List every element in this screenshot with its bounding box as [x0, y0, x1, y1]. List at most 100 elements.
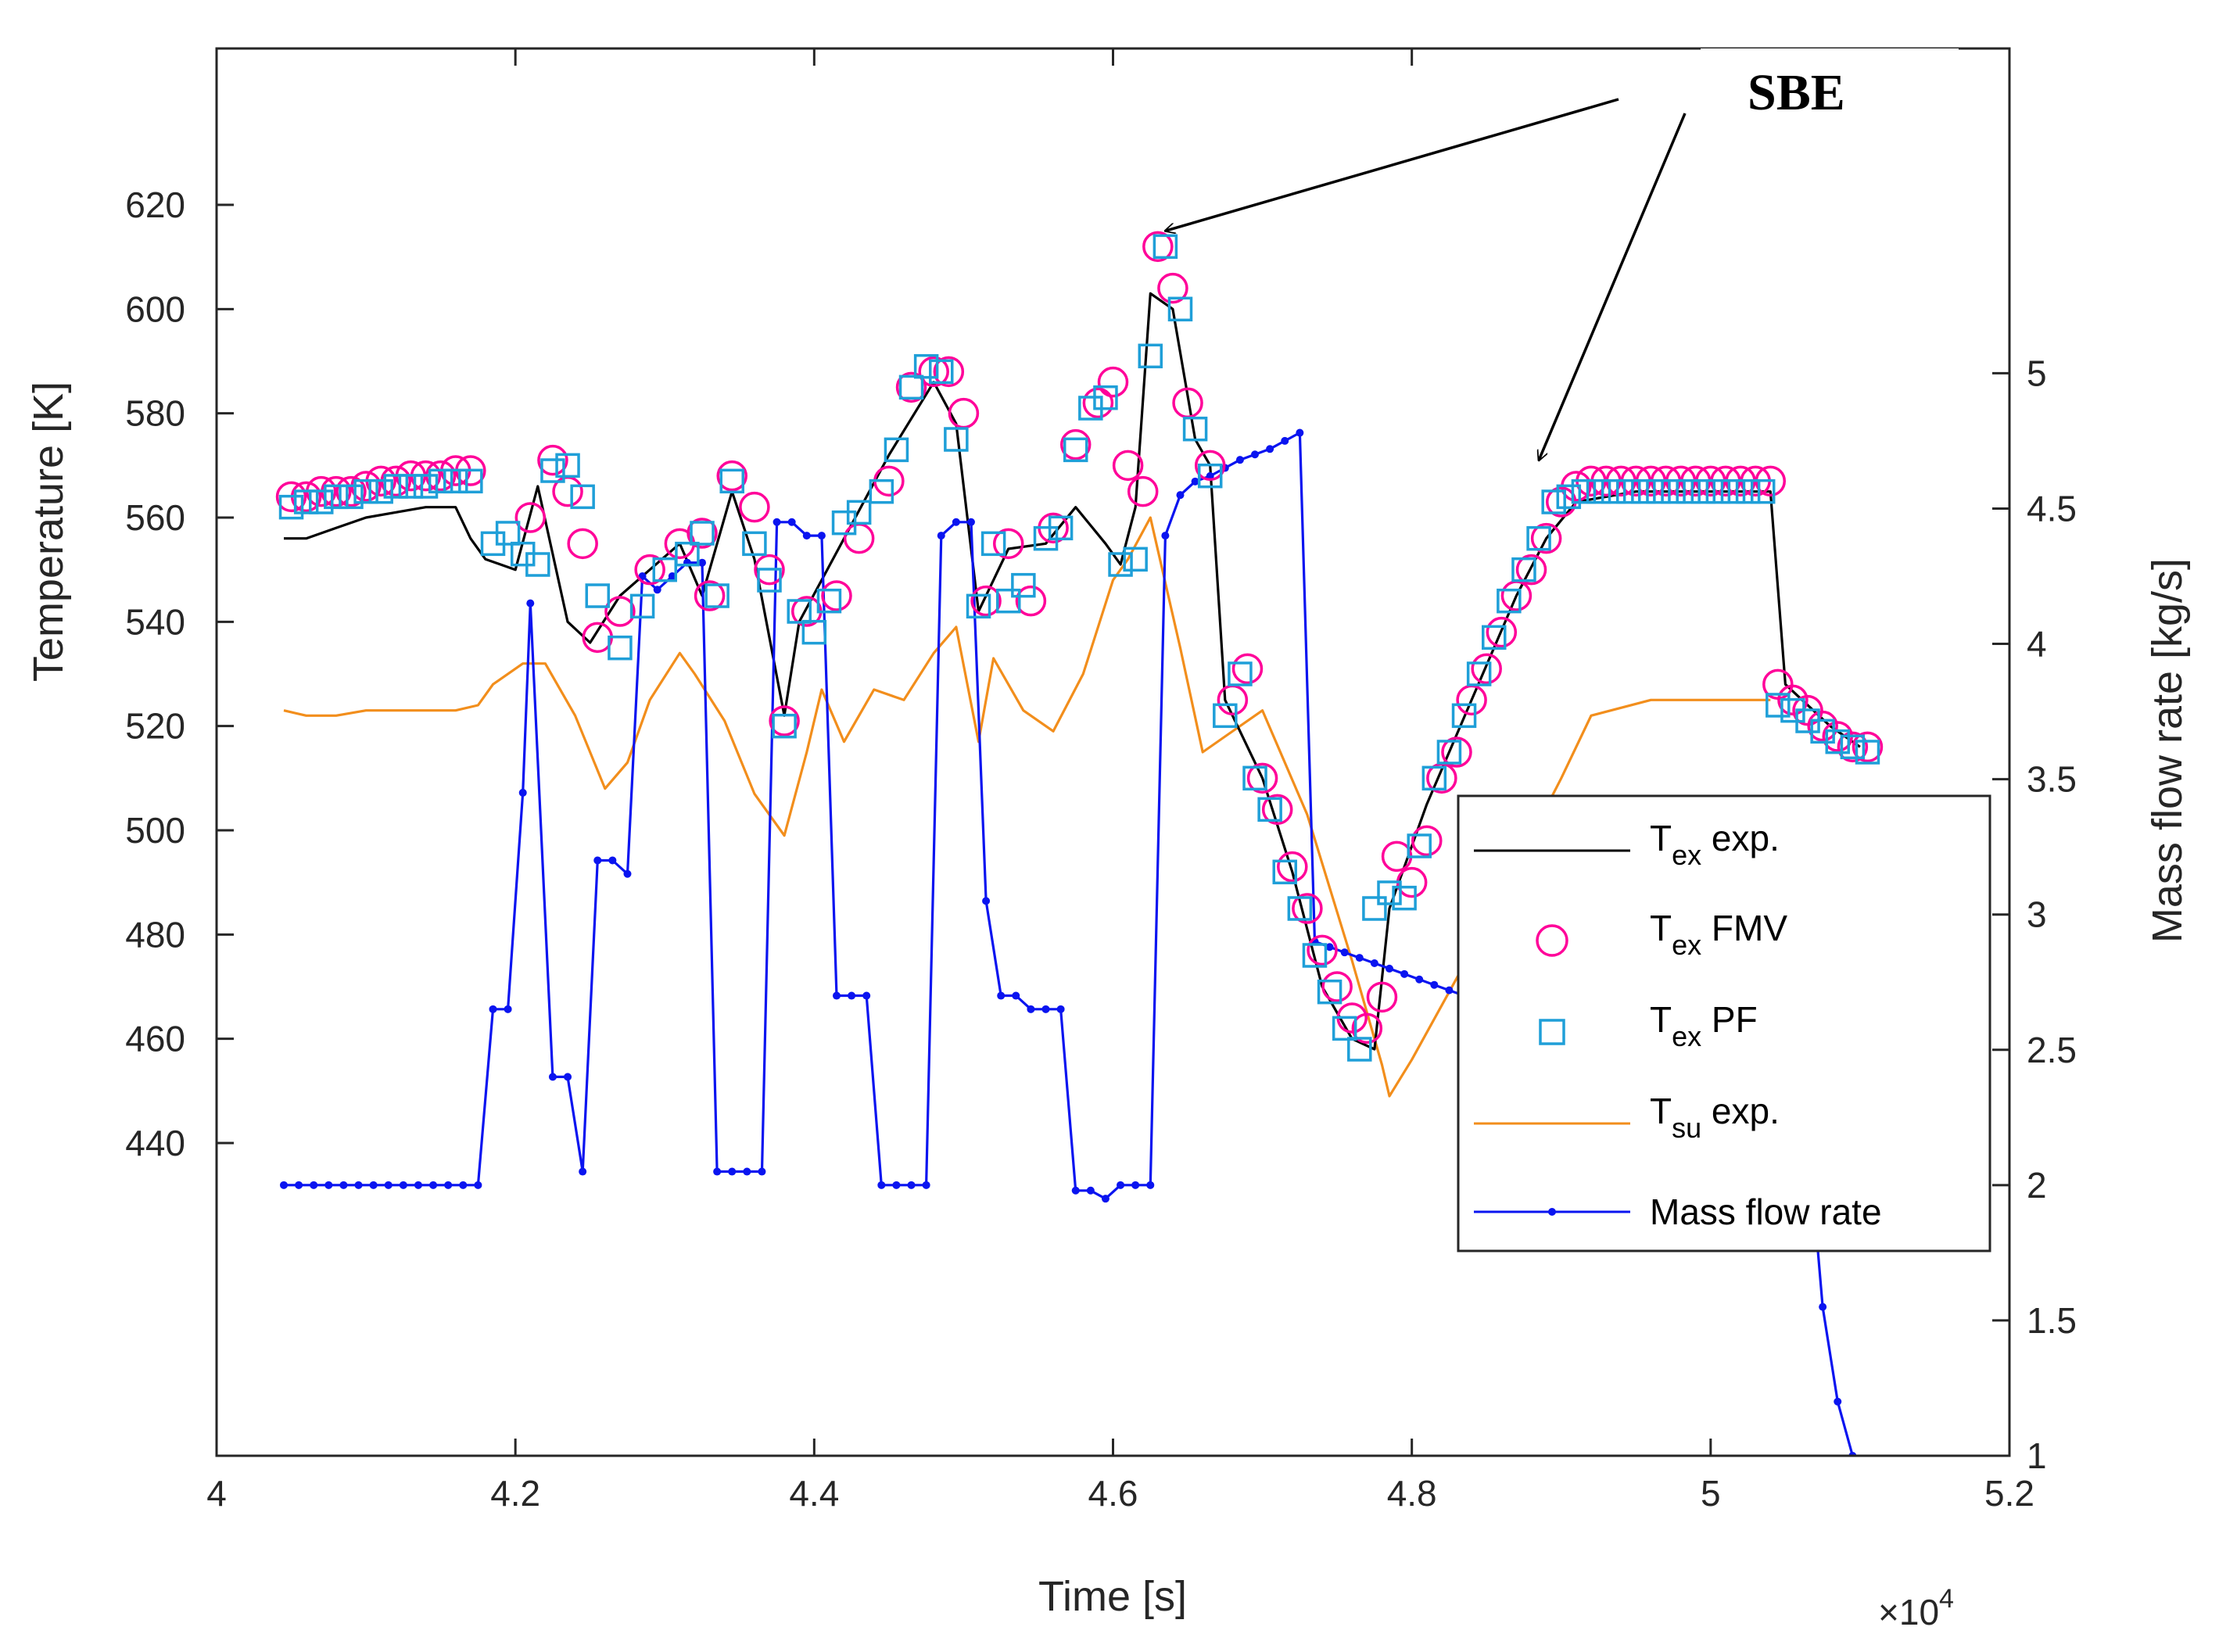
series-point-tex-pf	[278, 494, 304, 520]
legend-label-tex-exp: Tex exp.	[1650, 818, 1780, 871]
x-tick-label: 4	[206, 1473, 227, 1514]
series-point-mass-flow-rate	[593, 856, 602, 865]
legend-tail: exp.	[1701, 1091, 1780, 1131]
series-point-tex-fmv	[686, 518, 718, 549]
series-point-tex-pf	[1362, 896, 1387, 921]
series-point-tex-pf	[1855, 740, 1880, 765]
series-point-tex-fmv	[1194, 450, 1226, 482]
series-point-tex-fmv	[769, 705, 800, 736]
series-point-tex-pf	[1332, 1016, 1357, 1041]
x-axis-title: Time [s]	[1038, 1573, 1187, 1620]
series-point-mass-flow-rate	[848, 991, 856, 1000]
series-point-tex-pf	[1197, 463, 1223, 489]
series-point-tex-pf	[458, 468, 483, 494]
series-point-tex-pf	[1257, 797, 1282, 822]
series-point-mass-flow-rate	[1834, 1397, 1842, 1406]
series-point-mass-flow-rate	[892, 1181, 901, 1189]
series-point-tex-fmv	[1351, 1012, 1383, 1045]
series-point-tex-pf	[1421, 765, 1447, 791]
x-tick-label: 4.8	[1387, 1473, 1437, 1514]
legend-label-tsu-exp: Tsu exp.	[1650, 1091, 1780, 1144]
series-point-mass-flow-rate	[713, 1167, 722, 1176]
series-point-tex-pf	[787, 599, 812, 624]
series-point-mass-flow-rate	[817, 532, 826, 540]
series-point-tex-pf	[1750, 478, 1776, 504]
legend-swatch-tex-pf	[1539, 1019, 1565, 1045]
x-multiplier: ×104	[1878, 1584, 1954, 1632]
x-tick-label: 5.2	[1984, 1473, 2034, 1514]
series-point-tex-pf	[966, 593, 991, 619]
series-point-mass-flow-rate	[548, 1073, 557, 1081]
series-point-tex-fmv	[1142, 231, 1174, 263]
series-point-tex-pf	[1735, 478, 1761, 504]
series-point-mass-flow-rate	[1400, 969, 1409, 978]
series-point-mass-flow-rate	[1266, 445, 1274, 453]
series-point-tex-fmv	[634, 554, 665, 586]
series-point-mass-flow-rate	[1340, 948, 1349, 957]
sbe-label: SBE	[1748, 64, 1845, 121]
legend-item-tsu-exp: Tsu exp.	[1474, 1091, 1780, 1144]
legend-item-mass-flow: Mass flow rate	[1474, 1192, 1882, 1232]
series-point-mass-flow-rate	[489, 1005, 497, 1013]
series-point-mass-flow-rate	[354, 1181, 363, 1189]
y-left-tick-label: 440	[125, 1123, 185, 1163]
y-left-tick-label: 600	[125, 288, 185, 329]
series-point-tex-fmv	[992, 528, 1024, 560]
series-point-mass-flow-rate	[653, 586, 661, 594]
series-point-tex-fmv	[1246, 762, 1278, 794]
series-point-tex-pf	[1063, 437, 1088, 463]
y-right-tick-label: 4	[2027, 624, 2047, 665]
y-left-tick-label: 540	[125, 601, 185, 642]
series-point-tex-pf	[1497, 588, 1522, 614]
series-point-tex-pf	[1541, 489, 1566, 514]
series-point-mass-flow-rate	[922, 1181, 930, 1189]
legend-main: T	[1650, 999, 1672, 1040]
series-point-tex-pf	[1213, 703, 1238, 729]
series-point-tex-pf	[757, 568, 782, 593]
series-point-mass-flow-rate	[758, 1167, 766, 1176]
series-point-tex-pf	[1317, 979, 1343, 1005]
legend-label-mass-flow: Mass flow rate	[1650, 1192, 1882, 1232]
series-point-tex-fmv	[970, 585, 1002, 617]
y-left-tick-label: 480	[125, 914, 185, 955]
series-point-mass-flow-rate	[1191, 477, 1199, 486]
series-point-mass-flow-rate	[518, 788, 527, 797]
series-point-mass-flow-rate	[1071, 1186, 1080, 1195]
legend-main: T	[1650, 1091, 1672, 1131]
y-right-axis-title: Mass flow rate [kg/s]	[2144, 558, 2191, 943]
series-point-tex-pf	[1690, 478, 1716, 504]
series-point-tex-fmv	[1411, 825, 1443, 857]
series-point-tex-fmv	[604, 596, 636, 627]
series-point-tex-pf	[1272, 859, 1297, 885]
series-point-tex-fmv	[1321, 971, 1353, 1002]
series-point-mass-flow-rate	[1445, 986, 1454, 994]
legend-tail: FMV	[1701, 908, 1787, 948]
y-left-tick-labels: 440 460 480 500 520 540 560 580 600 620	[125, 185, 185, 1163]
series-point-tex-fmv	[514, 502, 547, 533]
series-point-mass-flow-rate	[997, 991, 1006, 1000]
series-point-tex-pf	[1377, 880, 1402, 905]
series-point-mass-flow-rate	[698, 558, 707, 567]
series-point-tex-pf	[1705, 478, 1731, 504]
series-point-tex-fmv	[1441, 736, 1472, 768]
series-point-tex-fmv	[1097, 366, 1129, 398]
series-point-mass-flow-rate	[1235, 456, 1244, 464]
series-point-tex-pf	[1347, 1037, 1372, 1062]
series-point-tex-fmv	[895, 371, 927, 403]
series-point-mass-flow-rate	[1146, 1181, 1155, 1189]
y-right-tick-label: 1	[2027, 1435, 2047, 1476]
series-point-mass-flow-rate	[324, 1181, 333, 1189]
series-point-tex-pf	[742, 531, 767, 557]
series-point-mass-flow-rate	[743, 1167, 751, 1176]
series-point-tex-fmv	[1015, 585, 1047, 617]
series-point-tex-pf	[1601, 478, 1626, 504]
series-point-tex-pf	[1571, 478, 1597, 504]
legend-label-tex-pf: Tex PF	[1650, 999, 1758, 1052]
series-point-tex-pf	[1451, 703, 1477, 729]
sbe-annotation: SBE	[1165, 48, 1959, 460]
series-point-tex-pf	[944, 427, 969, 452]
x-tick-label: 4.6	[1088, 1473, 1138, 1514]
series-point-mass-flow-rate	[937, 532, 945, 540]
series-point-mass-flow-rate	[1251, 450, 1260, 459]
